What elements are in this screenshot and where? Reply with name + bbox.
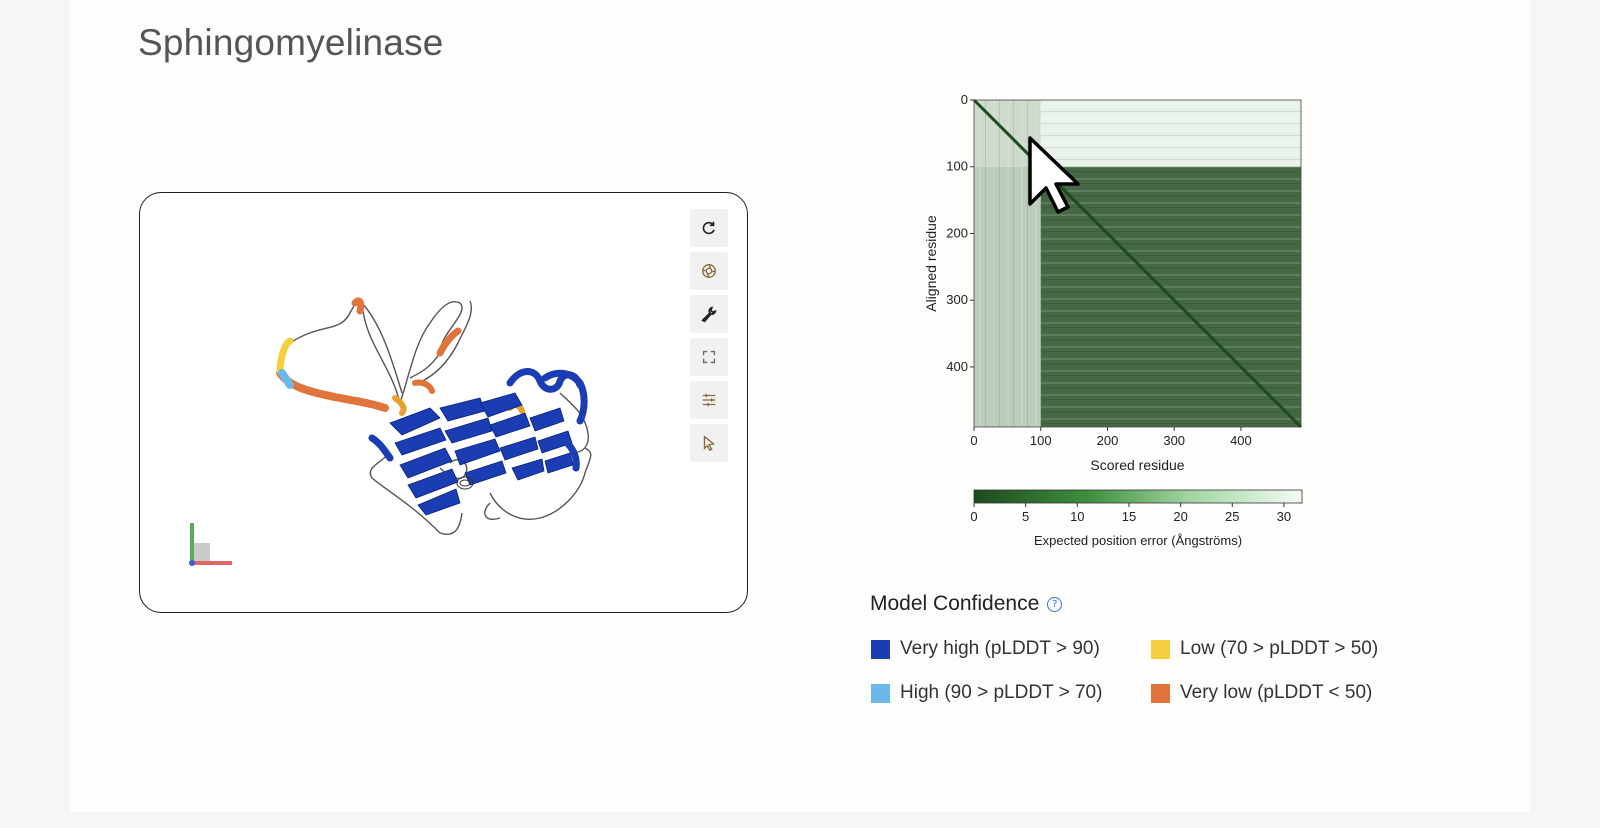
legend-swatch xyxy=(871,683,890,703)
snapshot-button[interactable] xyxy=(690,252,728,290)
legend-label: Very low (pLDDT < 50) xyxy=(1180,682,1373,703)
legend-label: Very high (pLDDT > 90) xyxy=(900,638,1100,659)
colorbar-tick-label: 10 xyxy=(1070,509,1084,524)
legend-item-high: High (90 > pLDDT > 70) xyxy=(871,682,1151,704)
protein-structure[interactable] xyxy=(140,193,747,612)
pae-axes: 0 100 200 300 400 0 100 200 300 400 xyxy=(946,92,1251,448)
colorbar-tick-label: 0 xyxy=(970,509,977,524)
heatmap-frame xyxy=(973,99,1302,428)
help-icon[interactable]: ? xyxy=(1047,596,1063,612)
page-title: Sphingomyelinase xyxy=(138,22,444,63)
legend-label: Low (70 > pLDDT > 50) xyxy=(1180,638,1379,659)
viewer-toolbar xyxy=(690,209,728,462)
sliders-icon xyxy=(702,393,716,407)
x-tick-label: 0 xyxy=(970,433,977,448)
legend-swatch xyxy=(1151,683,1170,703)
fullscreen-button[interactable] xyxy=(690,338,728,376)
colorbar-ticks: 0 5 10 15 20 25 30 xyxy=(970,503,1291,524)
legend-swatch xyxy=(1151,639,1170,659)
colorbar-tick-label: 15 xyxy=(1122,509,1136,524)
y-tick-label: 400 xyxy=(946,359,968,374)
heatmap-texture xyxy=(1040,100,1301,167)
pae-heatmap xyxy=(972,98,1303,429)
controls-button[interactable] xyxy=(690,381,728,419)
settings-button[interactable] xyxy=(690,295,728,333)
heatmap-texture xyxy=(974,166,1041,428)
y-tick-label: 100 xyxy=(946,159,968,174)
snapshot-icon xyxy=(702,264,716,278)
x-tick-label: 400 xyxy=(1230,433,1252,448)
colorbar-tick-label: 25 xyxy=(1225,509,1239,524)
colorbar-tick-label: 30 xyxy=(1277,509,1291,524)
mouse-cursor-icon xyxy=(1028,136,1080,214)
structure-viewer[interactable] xyxy=(139,192,748,613)
confidence-legend: Very high (pLDDT > 90) Low (70 > pLDDT >… xyxy=(871,638,1391,704)
x-tick-label: 200 xyxy=(1097,433,1119,448)
x-tick-label: 100 xyxy=(1030,433,1052,448)
colorbar-tick-label: 20 xyxy=(1173,509,1187,524)
colorbar xyxy=(973,489,1303,504)
model-confidence-heading: Model Confidence ? xyxy=(870,592,1063,616)
legend-label: High (90 > pLDDT > 70) xyxy=(900,682,1103,703)
selection-mode-button[interactable] xyxy=(690,424,728,462)
colorbar-label: Expected position error (Ångströms) xyxy=(1034,533,1242,548)
legend-item-very-high: Very high (pLDDT > 90) xyxy=(871,638,1151,660)
fullscreen-icon xyxy=(702,350,716,364)
select-cursor-icon xyxy=(703,435,716,452)
y-tick-label: 0 xyxy=(961,92,968,107)
wrench-icon xyxy=(701,306,717,323)
colorbar-tick-label: 5 xyxy=(1022,509,1029,524)
y-tick-label: 200 xyxy=(946,225,968,240)
legend-item-very-low: Very low (pLDDT < 50) xyxy=(1151,682,1391,704)
y-axis-label: Aligned residue xyxy=(923,215,939,312)
y-tick-label: 300 xyxy=(946,292,968,307)
legend-item-low: Low (70 > pLDDT > 50) xyxy=(1151,638,1391,660)
legend-swatch xyxy=(871,639,890,659)
reset-view-button[interactable] xyxy=(690,209,728,247)
x-axis-label: Scored residue xyxy=(1090,457,1184,473)
model-confidence-title: Model Confidence xyxy=(870,592,1040,615)
reset-icon xyxy=(702,221,715,235)
x-tick-label: 300 xyxy=(1163,433,1185,448)
